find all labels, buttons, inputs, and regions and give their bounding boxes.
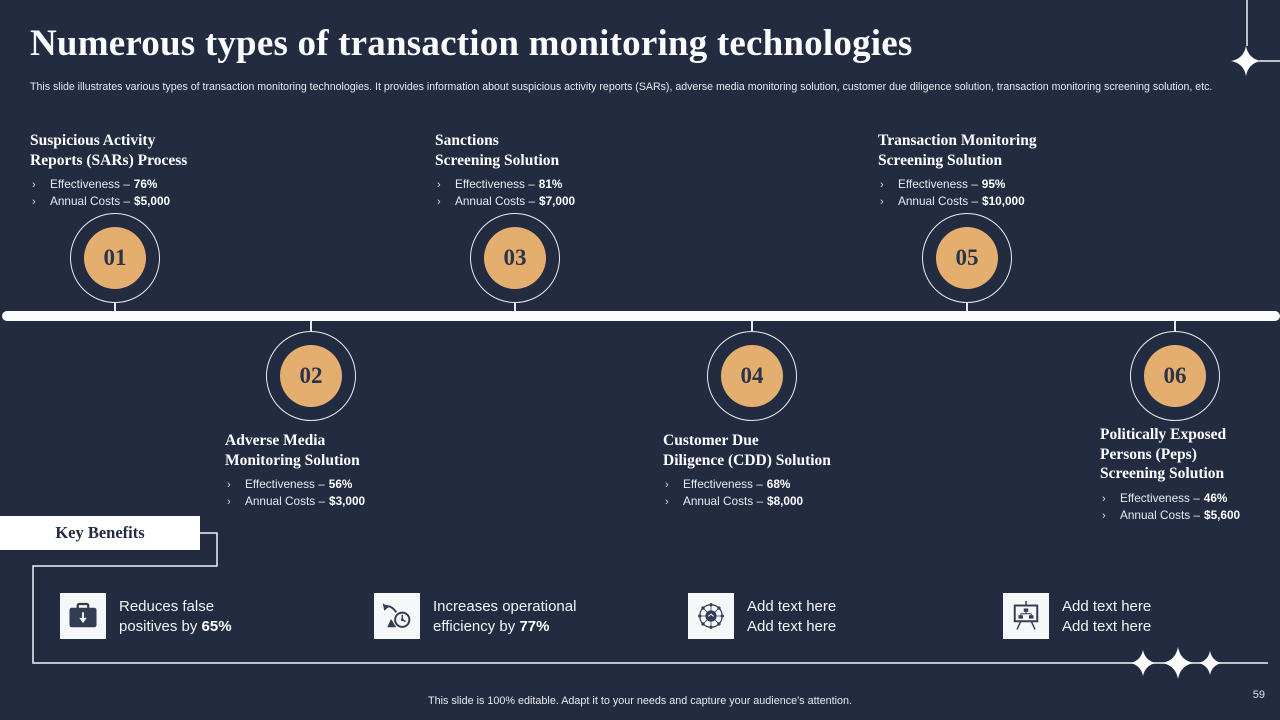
- item-title: Politically Exposed Persons (Peps) Scree…: [1100, 426, 1227, 482]
- benefit-item-false-positives: Reduces false positives by 65%: [60, 593, 232, 639]
- network-globe-icon: [688, 593, 734, 639]
- bullet-effectiveness: › Effectiveness –46%: [1102, 490, 1228, 505]
- chevron-bullet-icon: ›: [437, 179, 441, 191]
- step-number: 04: [721, 345, 783, 407]
- step-number: 05: [936, 227, 998, 289]
- connector-line: [514, 303, 516, 311]
- benefit-text: Increases operational efficiency by 77%: [433, 598, 577, 635]
- item-title: Sanctions Screening Solution: [435, 132, 560, 169]
- efficiency-gauge-icon: [374, 593, 420, 639]
- item-title: Suspicious Activity Reports (SARs) Proce…: [30, 132, 188, 169]
- chevron-bullet-icon: ›: [32, 179, 36, 191]
- timeline-item-sanctions: Sanctions Screening Solution › Effective…: [435, 131, 575, 210]
- benefit-item-placeholder-2: Add text here Add text here: [1003, 593, 1151, 639]
- timeline-item-sars: Suspicious Activity Reports (SARs) Proce…: [30, 131, 187, 210]
- bullet-annual-costs: › Annual Costs – $10,000: [880, 194, 1025, 208]
- chevron-bullet-icon: ›: [880, 196, 884, 208]
- item-title: Customer Due Diligence (CDD) Solution: [663, 432, 831, 469]
- page-title: Numerous types of transaction monitoring…: [30, 23, 913, 64]
- chevron-bullet-icon: ›: [227, 496, 231, 508]
- bullet-annual-costs: › Annual Costs – $7,000: [437, 194, 576, 208]
- connector-line: [310, 321, 312, 331]
- page-number: 59: [1252, 689, 1265, 701]
- chevron-bullet-icon: ›: [1102, 492, 1106, 505]
- timeline-item-cdd: Customer Due Diligence (CDD) Solution › …: [663, 431, 831, 510]
- benefit-text: Add text here Add text here: [747, 598, 837, 635]
- chevron-bullet-icon: ›: [880, 179, 884, 191]
- timeline-bar: [2, 311, 1280, 321]
- connector-line: [1174, 321, 1176, 331]
- item-title: Adverse Media Monitoring Solution: [225, 432, 360, 469]
- presentation-board-icon: [1003, 593, 1049, 639]
- item-title: Transaction Monitoring Screening Solutio…: [878, 132, 1037, 169]
- timeline-node-03: 03: [470, 213, 560, 303]
- timeline-node-02: 02: [266, 331, 356, 421]
- benefit-text: Reduces false positives by 65%: [119, 598, 232, 635]
- bullet-effectiveness: › Effectiveness –95%: [880, 177, 1006, 191]
- bullet-annual-costs: › Annual Costs – $5,000: [32, 194, 171, 208]
- timeline-node-01: 01: [70, 213, 160, 303]
- bullet-effectiveness: › Effectiveness –68%: [665, 477, 791, 491]
- timeline-item-adverse-media: Adverse Media Monitoring Solution › Effe…: [225, 431, 365, 510]
- connector-line: [114, 303, 116, 311]
- step-number: 02: [280, 345, 342, 407]
- bullet-annual-costs: › Annual Costs – $3,000: [227, 494, 366, 508]
- footer-note: This slide is 100% editable. Adapt it to…: [427, 695, 852, 707]
- step-number: 03: [484, 227, 546, 289]
- bullet-annual-costs: › Annual Costs – $8,000: [665, 494, 804, 508]
- slide-subtitle: This slide illustrates various types of …: [30, 81, 1213, 93]
- bullet-effectiveness: › Effectiveness –56%: [227, 477, 353, 491]
- timeline-node-05: 05: [922, 213, 1012, 303]
- step-number: 06: [1144, 345, 1206, 407]
- key-benefits-header: Key Benefits: [0, 516, 200, 550]
- chevron-bullet-icon: ›: [665, 479, 669, 491]
- bullet-annual-costs: › Annual Costs – $5,600: [1102, 507, 1241, 522]
- chevron-bullet-icon: ›: [32, 196, 36, 208]
- timeline-node-06: 06: [1130, 331, 1220, 421]
- key-benefits-label: Key Benefits: [55, 523, 145, 542]
- timeline-item-peps: Politically Exposed Persons (Peps) Scree…: [1100, 425, 1240, 524]
- bullet-effectiveness: › Effectiveness –76%: [32, 177, 158, 191]
- bullet-effectiveness: › Effectiveness –81%: [437, 177, 563, 191]
- chevron-bullet-icon: ›: [227, 479, 231, 491]
- chevron-bullet-icon: ›: [1102, 509, 1106, 522]
- chevron-bullet-icon: ›: [437, 196, 441, 208]
- timeline-item-transaction-monitoring: Transaction Monitoring Screening Solutio…: [878, 131, 1037, 210]
- connector-line: [966, 303, 968, 311]
- benefit-text: Add text here Add text here: [1062, 598, 1152, 635]
- benefit-item-placeholder-1: Add text here Add text here: [688, 593, 836, 639]
- timeline-node-04: 04: [707, 331, 797, 421]
- chevron-bullet-icon: ›: [665, 496, 669, 508]
- connector-line: [751, 321, 753, 331]
- briefcase-decrease-icon: [60, 593, 106, 639]
- benefit-item-efficiency: Increases operational efficiency by 77%: [374, 593, 576, 639]
- step-number: 01: [84, 227, 146, 289]
